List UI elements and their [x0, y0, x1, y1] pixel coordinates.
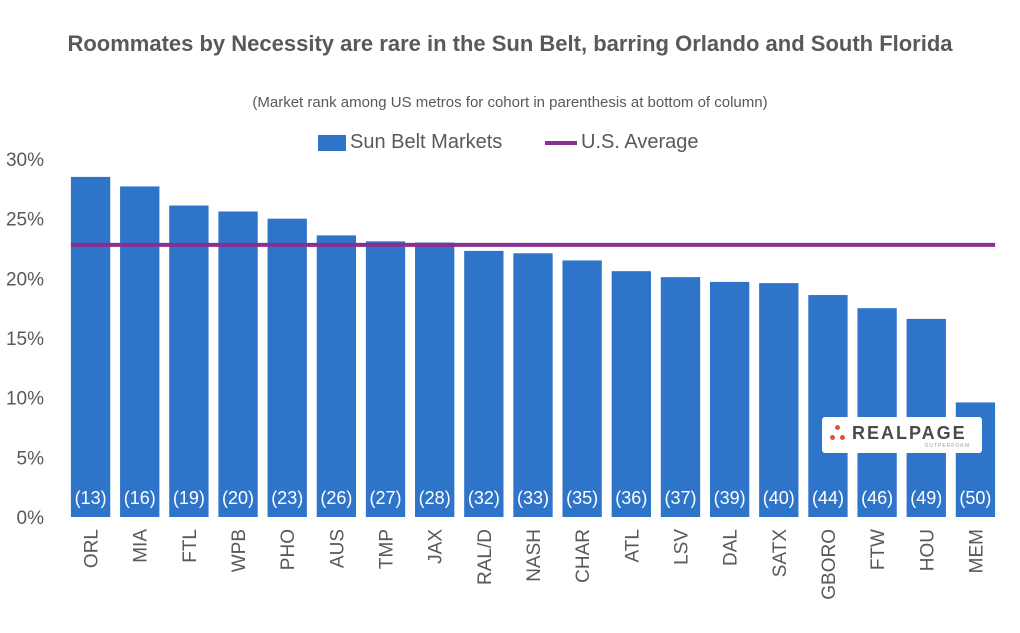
legend-item-line: U.S. Average	[545, 131, 698, 154]
bar-rank-label: (40)	[763, 488, 795, 508]
bar-rank-label: (16)	[124, 488, 156, 508]
y-tick-label: 30%	[6, 150, 44, 171]
x-tick-label: PHO	[278, 529, 299, 570]
bar-rank-label: (36)	[615, 488, 647, 508]
bar-rank-label: (20)	[222, 488, 254, 508]
y-tick-label: 5%	[17, 448, 45, 469]
chart-subtitle: (Market rank among US metros for cohort …	[252, 94, 768, 111]
bar-rank-label: (46)	[861, 488, 893, 508]
x-tick-label: NASH	[524, 529, 545, 582]
x-tick-label: FTW	[868, 529, 889, 570]
bar-rank-label: (33)	[517, 488, 549, 508]
y-tick-label: 25%	[6, 210, 44, 231]
bar-rank-label: (49)	[910, 488, 942, 508]
bar-rank-label: (35)	[566, 488, 598, 508]
bar-nash	[513, 253, 553, 518]
x-tick-label: AUS	[327, 529, 348, 568]
bar-dal	[709, 281, 750, 517]
bar-ftw	[857, 308, 897, 517]
bar-char	[562, 260, 602, 517]
bar-wpb	[218, 211, 258, 518]
x-tick-label: LSV	[671, 529, 692, 565]
x-tick-label: JAX	[426, 529, 447, 564]
bar-rank-label: (26)	[320, 488, 352, 508]
bar-rank-label: (19)	[173, 488, 205, 508]
x-tick-label: HOU	[917, 529, 938, 571]
logo-wordmark: REALPAGE	[852, 423, 967, 443]
realpage-logo: REALPAGE OUTPERFORM	[822, 417, 982, 453]
x-tick-label: MIA	[131, 529, 152, 563]
chart-title: Roommates by Necessity are rare in the S…	[0, 28, 1020, 60]
x-tick-label: SATX	[770, 529, 791, 578]
logo-tagline: OUTPERFORM	[924, 443, 970, 449]
bar-rank-label: (37)	[664, 488, 696, 508]
bar-tmp	[365, 241, 406, 517]
y-tick-label: 0%	[17, 508, 45, 529]
bar-orl	[70, 176, 111, 517]
bar-rank-label: (39)	[714, 488, 746, 508]
bar-ftl	[169, 205, 209, 518]
bar-rank-label: (50)	[959, 488, 991, 508]
chart-title-text: Roommates by Necessity are rare in the S…	[67, 31, 953, 56]
bar-jax	[415, 242, 455, 518]
bar-atl	[611, 271, 651, 517]
bar-rald	[464, 250, 504, 518]
bar-pho	[267, 218, 307, 517]
legend-swatch-line	[545, 140, 577, 145]
x-tick-label: CHAR	[573, 529, 594, 583]
y-tick-label: 20%	[6, 269, 44, 290]
bar-rank-label: (28)	[419, 488, 451, 508]
x-tick-label: GBORO	[819, 529, 840, 600]
x-tick-label: RAL/D	[475, 529, 496, 585]
bar-rank-label: (27)	[370, 488, 402, 508]
legend-swatch-bars	[318, 134, 346, 151]
bar-rank-label: (44)	[812, 488, 844, 508]
legend-label-bars: Sun Belt Markets	[350, 131, 503, 153]
bar-rank-label: (13)	[75, 488, 107, 508]
bar-rank-label: (32)	[468, 488, 500, 508]
x-tick-label: TMP	[377, 529, 398, 569]
x-tick-label: DAL	[721, 529, 742, 566]
bar-mia	[120, 186, 160, 518]
x-tick-label: ORL	[82, 529, 103, 568]
chart-legend: Sun Belt Markets U.S. Average	[0, 131, 1020, 157]
y-tick-label: 15%	[6, 329, 44, 350]
realpage-dots-icon	[830, 425, 846, 443]
bar-lsv	[660, 277, 701, 517]
bar-rank-label: (23)	[271, 488, 303, 508]
x-tick-label: ATL	[622, 529, 643, 562]
legend-label-line: U.S. Average	[581, 131, 699, 153]
legend-item-bars: Sun Belt Markets	[318, 131, 502, 154]
y-tick-label: 10%	[6, 389, 44, 410]
x-tick-label: WPB	[229, 529, 250, 572]
x-tick-label: FTL	[180, 529, 201, 563]
bar-satx	[759, 283, 799, 517]
bar-gboro	[808, 295, 848, 517]
bar-aus	[316, 235, 357, 517]
x-tick-label: MEM	[966, 529, 987, 573]
